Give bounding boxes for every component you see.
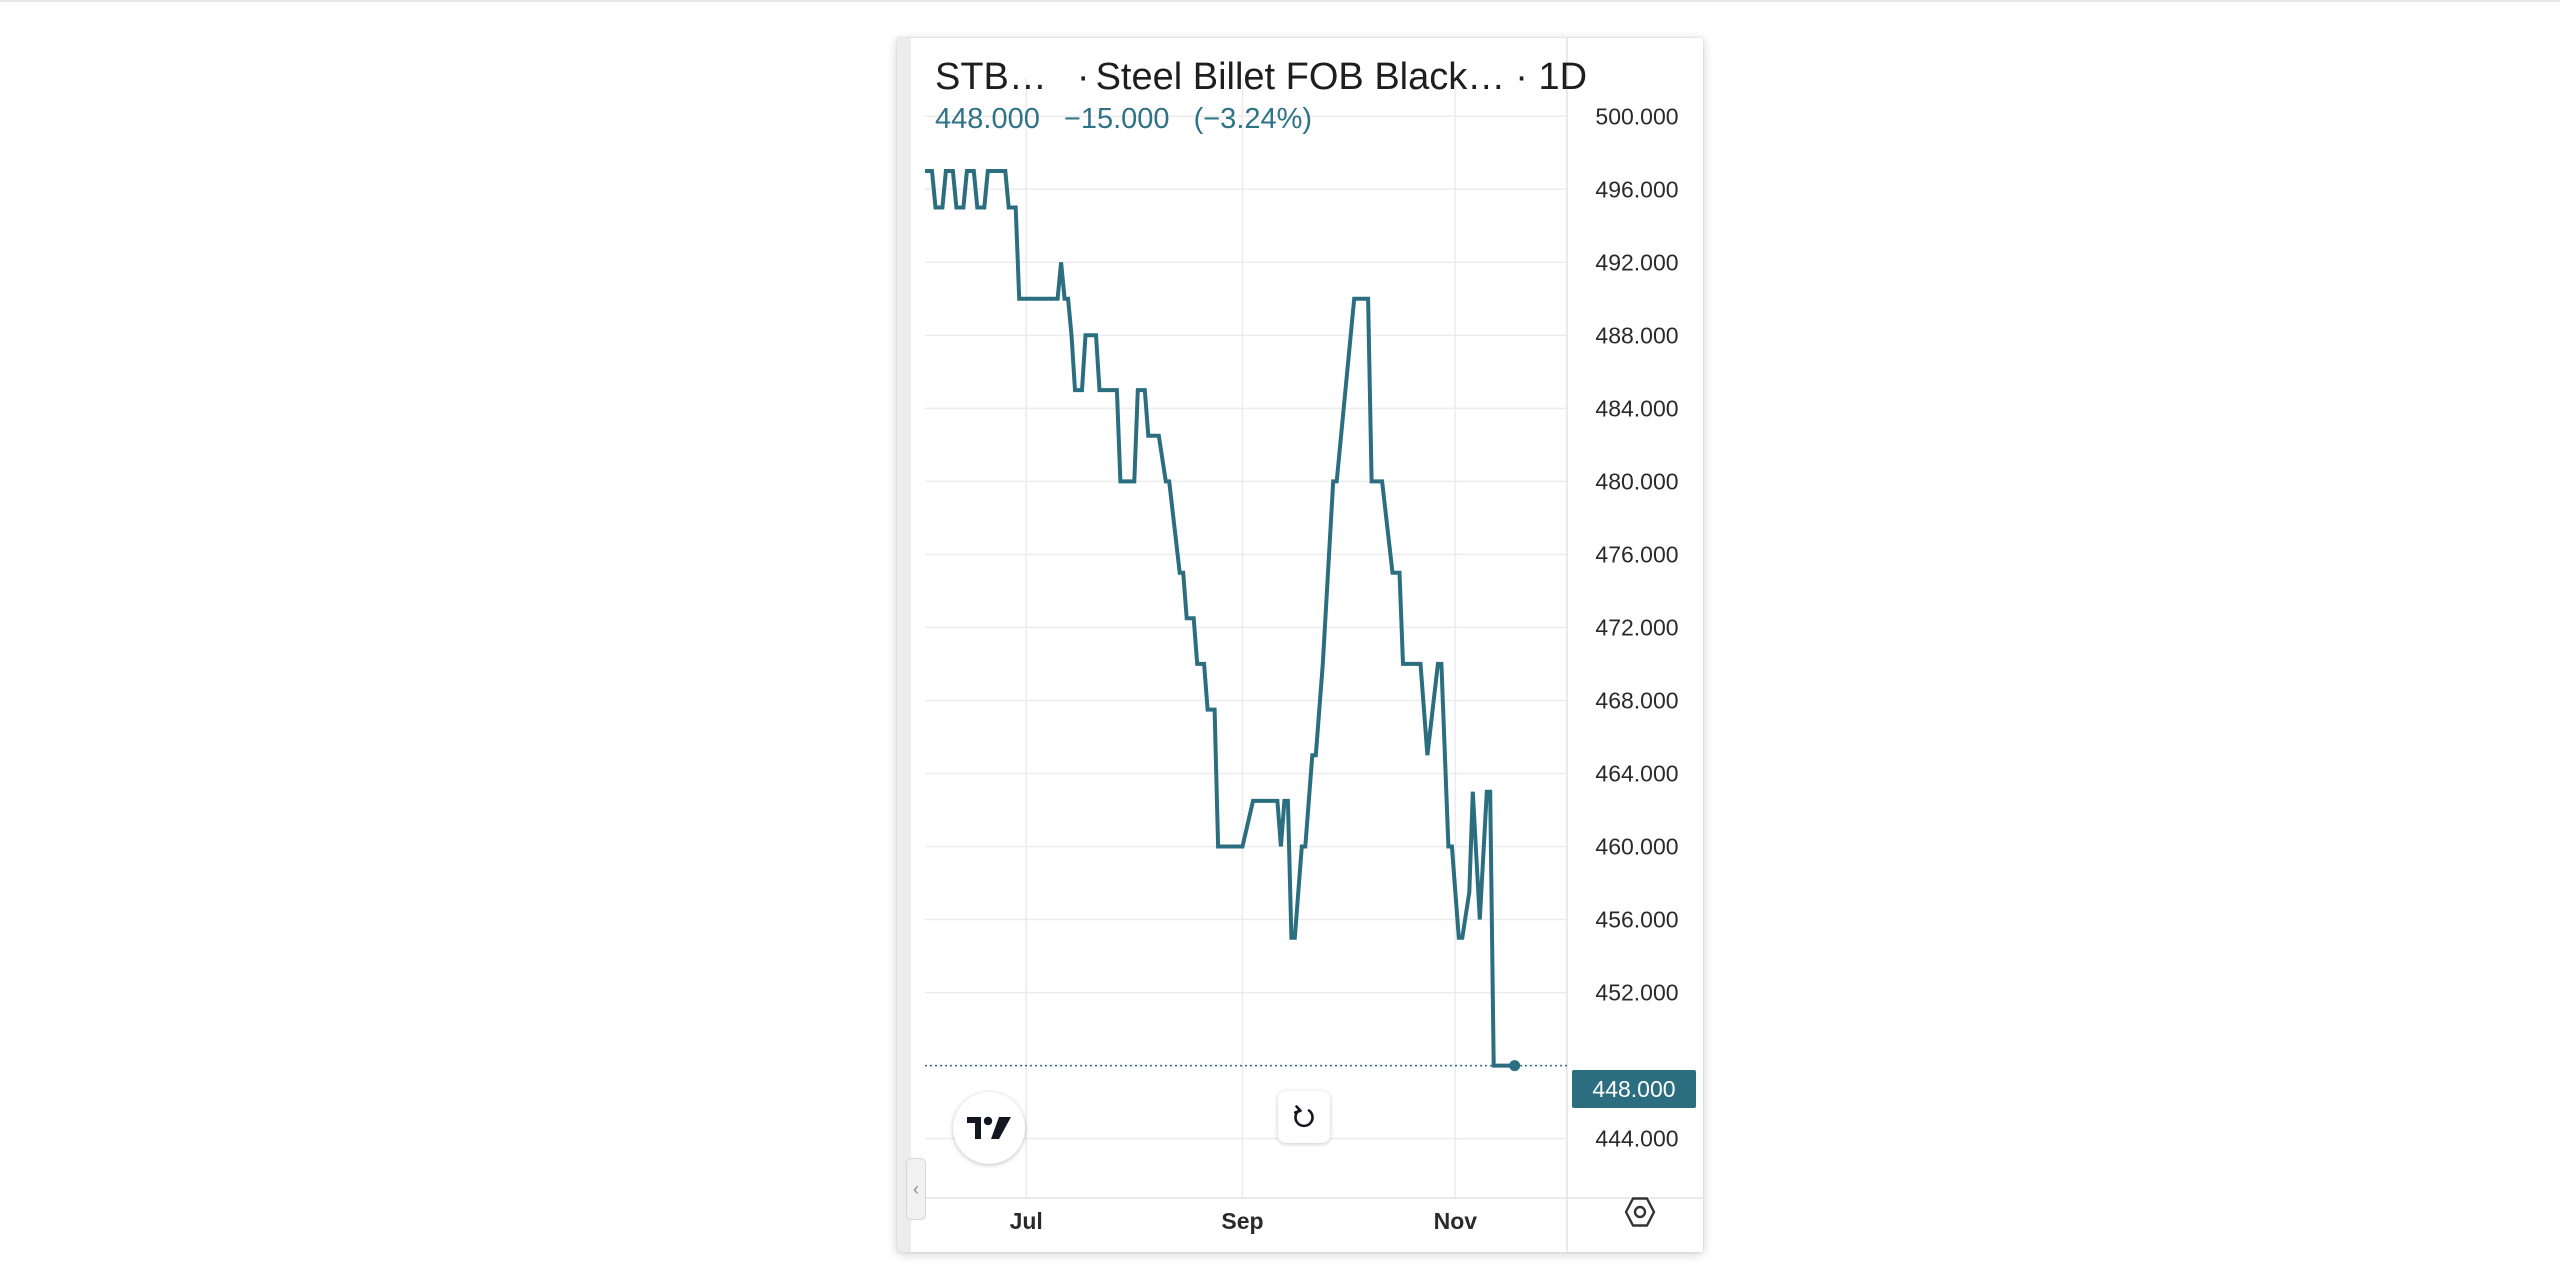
- y-tick-label: 480.000: [1595, 468, 1678, 494]
- price-change-percent: (−3.24%): [1193, 103, 1313, 135]
- x-tick-label: Nov: [1434, 1208, 1478, 1234]
- y-tick-label: 488.000: [1595, 322, 1678, 348]
- tradingview-logo-icon[interactable]: [953, 1092, 1025, 1164]
- y-tick-label: 500.000: [1595, 103, 1678, 129]
- last-point-marker: [1509, 1060, 1521, 1072]
- last-price: 448.000: [935, 103, 1040, 135]
- series-layer: [925, 169, 1567, 1072]
- reset-chart-icon[interactable]: [1278, 1091, 1330, 1143]
- price-chart[interactable]: 500.000 496.000 492.000 488.000 484.000 480.0…: [897, 38, 1703, 1252]
- last-price-badge: 448.000: [1572, 1070, 1696, 1108]
- y-tick-label: 460.000: [1595, 834, 1678, 860]
- legend-separator: ·: [1076, 56, 1090, 98]
- y-tick-label: 492.000: [1595, 249, 1678, 275]
- y-tick-label: 456.000: [1595, 907, 1678, 933]
- y-tick-label: 476.000: [1595, 541, 1678, 567]
- price-change: −15.000: [1063, 103, 1170, 135]
- symbol-description: Steel Billet FOB Black…: [1095, 56, 1506, 98]
- chart-grid: [925, 78, 1567, 1198]
- y-tick-label: 468.000: [1595, 687, 1678, 713]
- top-divider: [0, 0, 2560, 2]
- settings-icon[interactable]: [1619, 1191, 1661, 1233]
- y-tick-label: 472.000: [1595, 614, 1678, 640]
- y-tick-label: 452.000: [1595, 980, 1678, 1006]
- y-tick-label: 484.000: [1595, 395, 1678, 421]
- left-strip: [897, 38, 911, 1252]
- symbol-name[interactable]: STB…: [935, 56, 1047, 98]
- interval-label[interactable]: · 1D: [1515, 56, 1588, 98]
- chart-widget[interactable]: 500.000 496.000 492.000 488.000 484.000 480.0…: [897, 38, 1703, 1252]
- series-line: [925, 169, 1515, 1068]
- chevron-left-icon[interactable]: ‹: [906, 1158, 926, 1220]
- y-axis: 500.000 496.000 492.000 488.000 484.000 480.0…: [1595, 103, 1678, 1151]
- y-tick-label: 464.000: [1595, 760, 1678, 786]
- y-tick-label: 496.000: [1595, 176, 1678, 202]
- x-axis: Jul Sep Nov: [1010, 1208, 1478, 1234]
- y-tick-label: 444.000: [1595, 1126, 1678, 1152]
- x-tick-label: Sep: [1221, 1208, 1263, 1234]
- x-tick-label: Jul: [1010, 1208, 1043, 1234]
- chart-legend[interactable]: STB… · Steel Billet FOB Black… · 1D 448.…: [935, 56, 1587, 136]
- axis-separators: [911, 38, 1703, 1252]
